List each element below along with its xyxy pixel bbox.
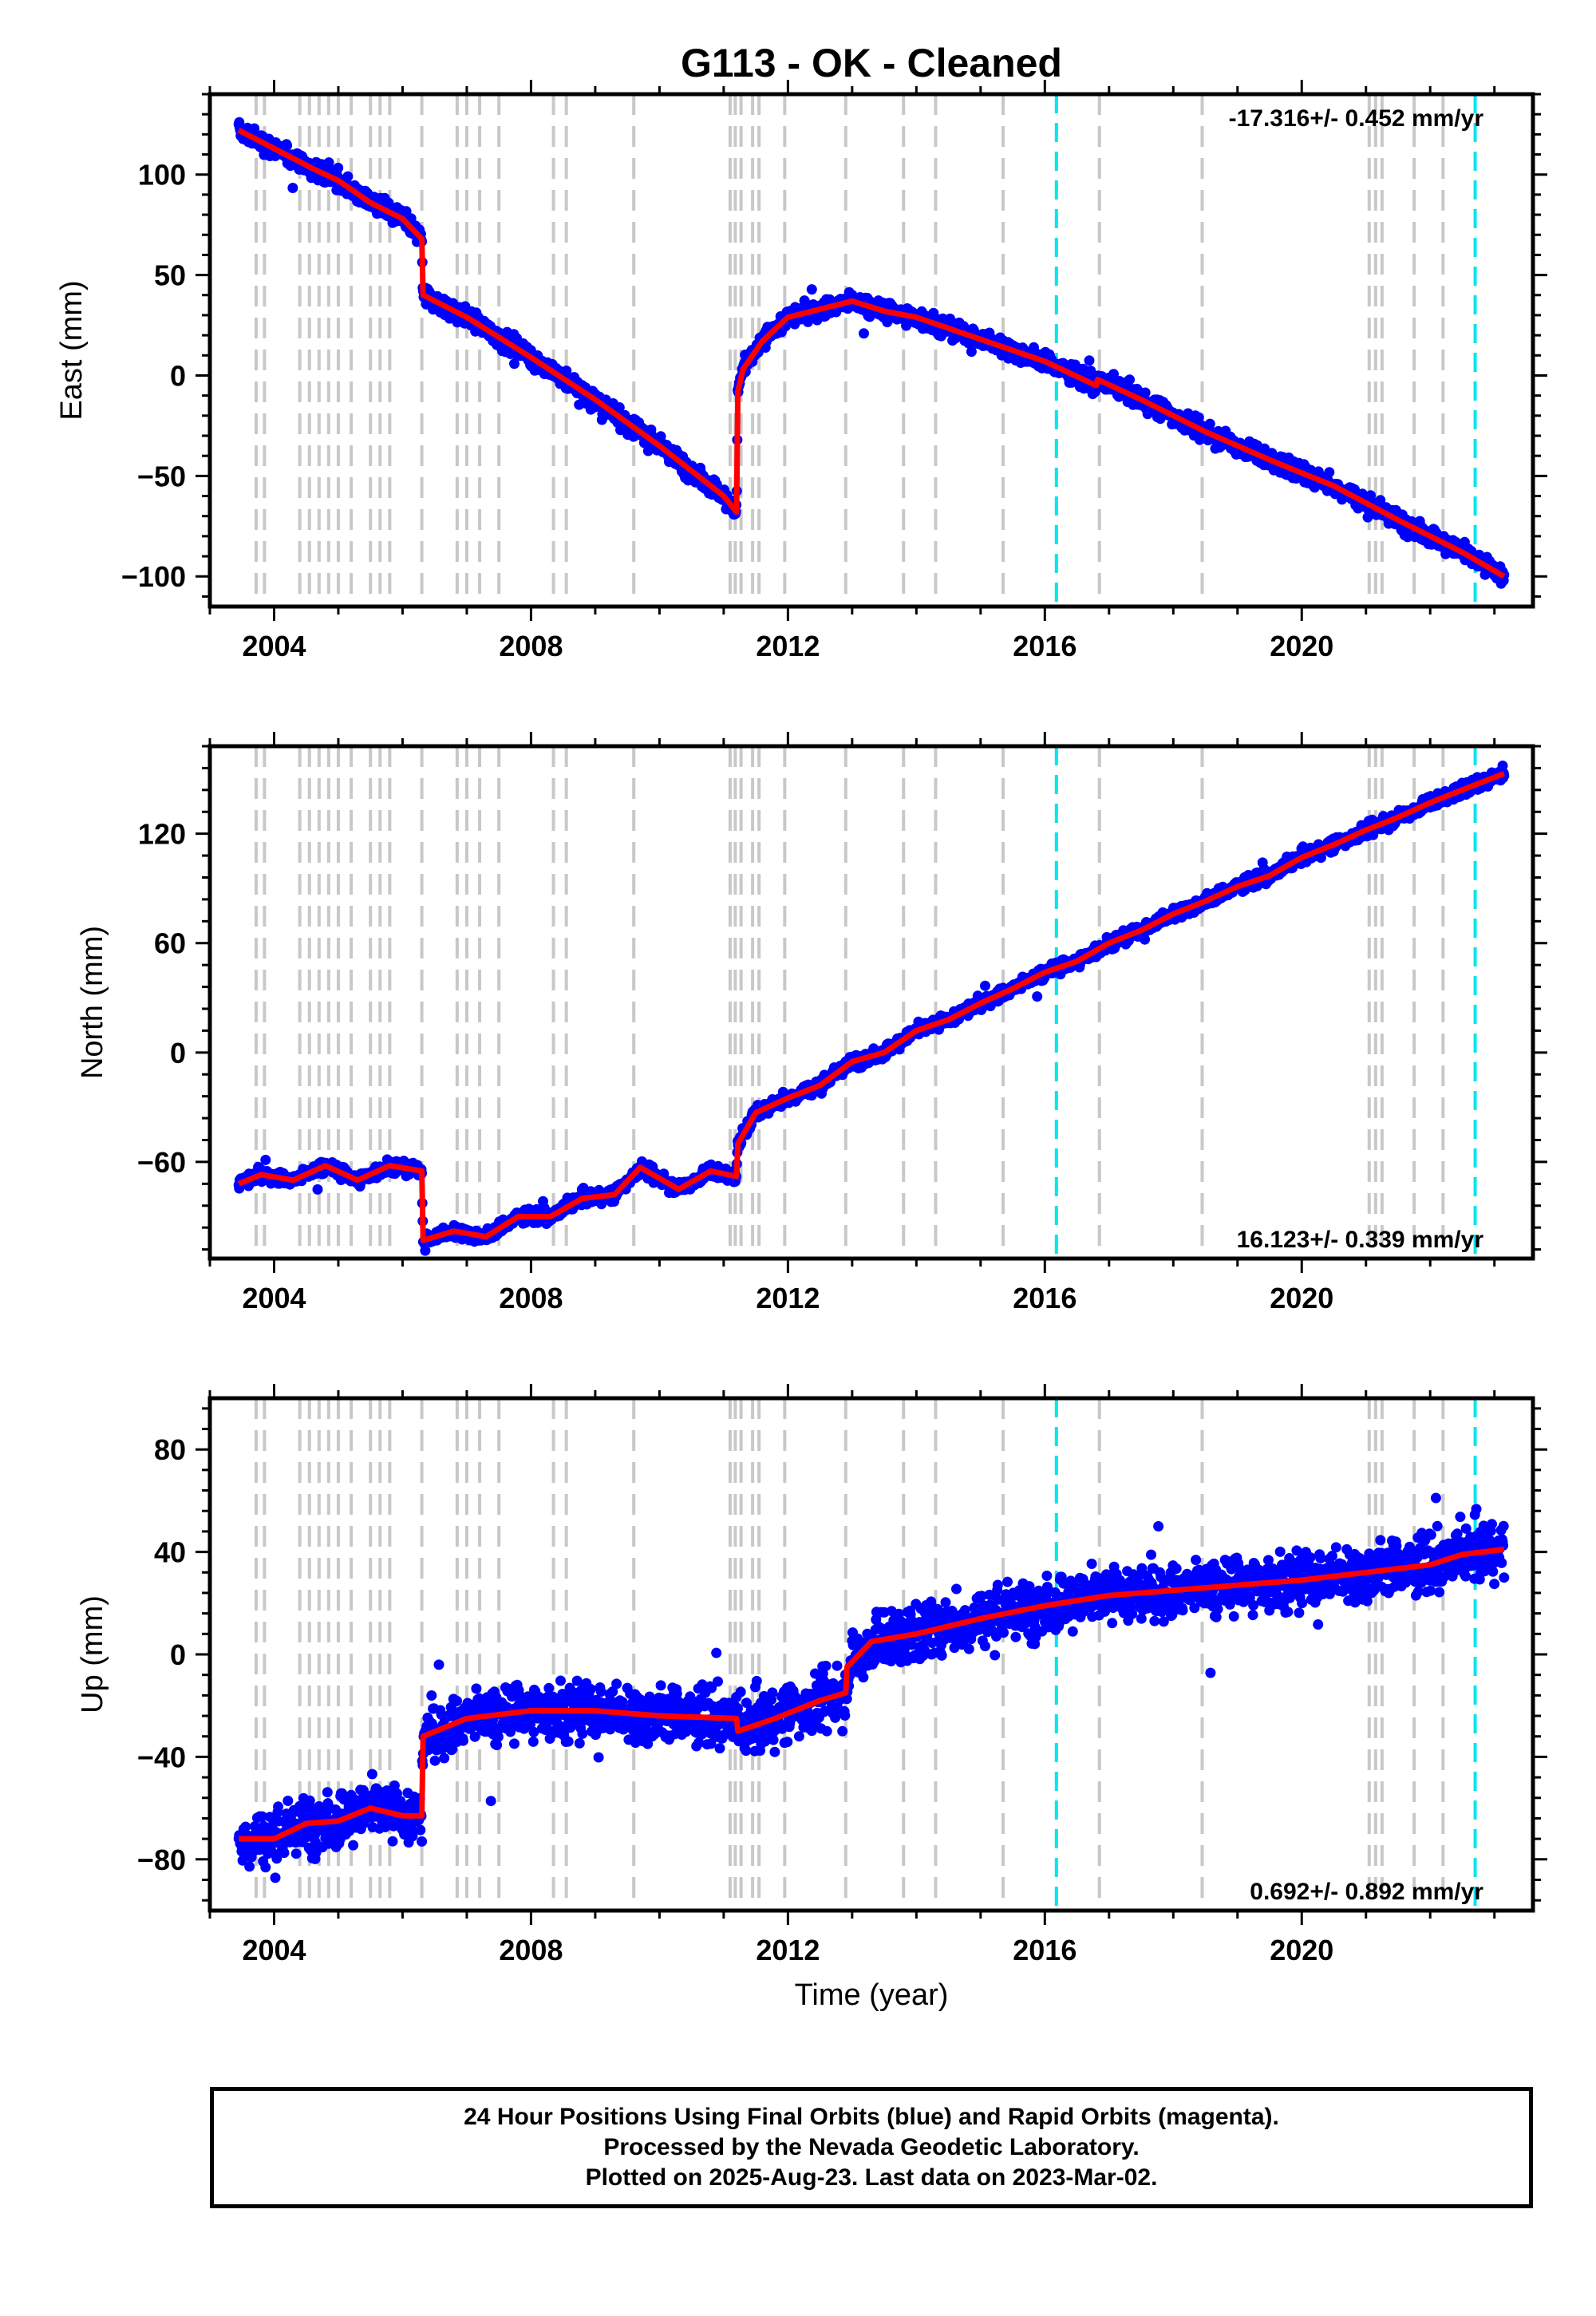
east-y-axis-label: East (mm) [55, 280, 89, 420]
data-point [1032, 991, 1043, 1002]
data-point [1108, 369, 1119, 380]
data-point [806, 284, 817, 295]
data-point [287, 183, 298, 193]
data-point [420, 1245, 431, 1256]
data-point [1084, 355, 1095, 366]
data-point [1193, 412, 1204, 423]
chart-title: G113 - OK - Cleaned [681, 41, 1062, 85]
y-tick-label: −100 [121, 560, 186, 593]
data-point [342, 171, 354, 182]
data-point [859, 328, 869, 339]
data-point [312, 1184, 323, 1195]
north-points [233, 761, 1510, 1256]
east-panel: 2004 2008 2012 2016 2020 −100 −50 0 50 100 East (m… [55, 80, 1547, 662]
data-point [333, 162, 344, 173]
x-tick-label: 2008 [499, 630, 563, 662]
east-rate-label: -17.316+/- 0.452 mm/yr [1229, 105, 1484, 132]
x-tick-label: 2012 [756, 630, 820, 662]
x-tick-label: 2016 [1013, 630, 1077, 662]
x-tick-label: 2004 [242, 630, 306, 662]
data-point [966, 346, 977, 358]
x-tick-label: 2020 [1270, 630, 1333, 662]
data-point [1124, 374, 1136, 385]
data-point [260, 1154, 271, 1165]
y-tick-label: 50 [154, 259, 186, 292]
east-model-line [237, 128, 1506, 579]
data-point [655, 431, 666, 442]
data-point [509, 358, 519, 370]
data-point [1324, 467, 1335, 478]
east-points [233, 117, 1510, 589]
data-point [1204, 418, 1215, 429]
y-tick-label: −50 [137, 460, 186, 492]
east-frame [207, 92, 1535, 609]
y-tick-label: 0 [170, 359, 186, 392]
data-point [1140, 934, 1151, 945]
data-point [1140, 387, 1151, 398]
data-point [980, 980, 990, 991]
y-tick-label: 100 [138, 159, 186, 192]
data-point [323, 157, 334, 168]
data-point [282, 140, 293, 151]
